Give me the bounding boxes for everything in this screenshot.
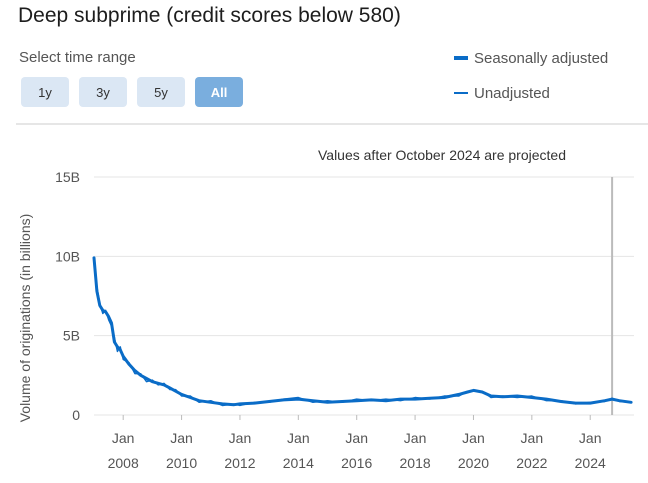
series-line-seasonally-adjusted <box>92 256 633 407</box>
legend-item-seasonally-adjusted[interactable]: Seasonally adjusted <box>454 47 608 69</box>
x-tick-label-month: Jan <box>287 430 310 446</box>
legend-swatch-thin <box>454 92 468 94</box>
range-button-1y[interactable]: 1y <box>21 77 69 107</box>
x-tick-label-year: 2022 <box>516 455 547 471</box>
x-tick-label-year: 2012 <box>224 455 255 471</box>
y-tick-label: 5B <box>63 328 80 344</box>
range-button-all[interactable]: All <box>195 77 243 107</box>
x-tick-label-month: Jan <box>404 430 427 446</box>
chart: 0 5B 10B 15B Jan 2008 Jan 2010 Jan 2012 Jan 2014 Ja… <box>0 130 648 478</box>
series <box>92 256 633 407</box>
x-tick-label-year: 2010 <box>166 455 197 471</box>
x-tick-label-year: 2024 <box>575 455 606 471</box>
chart-legend: Seasonally adjusted Unadjusted <box>454 47 608 117</box>
time-range-buttons: 1y 3y 5y All <box>21 77 243 107</box>
projection-annotation: Values after October 2024 are projected <box>318 147 566 163</box>
x-tick-label-month: Jan <box>112 430 135 446</box>
legend-label: Unadjusted <box>474 84 550 102</box>
legend-item-unadjusted[interactable]: Unadjusted <box>454 82 608 104</box>
x-tick-label-month: Jan <box>462 430 485 446</box>
legend-swatch-thick <box>454 56 468 60</box>
range-button-5y[interactable]: 5y <box>137 77 185 107</box>
y-axis-tick-labels: 0 5B 10B 15B <box>55 169 80 423</box>
x-tick-label-year: 2018 <box>400 455 431 471</box>
grid <box>94 176 634 416</box>
series-line-unadjusted <box>93 262 632 407</box>
x-tick-label-month: Jan <box>521 430 544 446</box>
x-axis: Jan 2008 Jan 2010 Jan 2012 Jan 2014 Jan 2016 Jan 20… <box>108 415 606 471</box>
x-tick-label-month: Jan <box>579 430 602 446</box>
y-tick-label: 0 <box>72 407 80 423</box>
y-tick-label: 15B <box>55 169 80 185</box>
legend-label: Seasonally adjusted <box>474 49 609 67</box>
y-tick-label: 10B <box>55 248 80 264</box>
x-tick-label-year: 2014 <box>283 455 314 471</box>
range-button-3y[interactable]: 3y <box>79 77 127 107</box>
time-range-label: Select time range <box>19 49 136 66</box>
x-tick-label-month: Jan <box>170 430 193 446</box>
x-tick-label-month: Jan <box>229 430 252 446</box>
divider <box>16 123 648 125</box>
y-axis-label: Volume of originations (in billions) <box>17 214 33 423</box>
x-tick-label-year: 2020 <box>458 455 489 471</box>
x-tick-label-month: Jan <box>345 430 368 446</box>
x-tick-label-year: 2008 <box>108 455 139 471</box>
page-title: Deep subprime (credit scores below 580) <box>18 4 401 27</box>
x-tick-label-year: 2016 <box>341 455 372 471</box>
